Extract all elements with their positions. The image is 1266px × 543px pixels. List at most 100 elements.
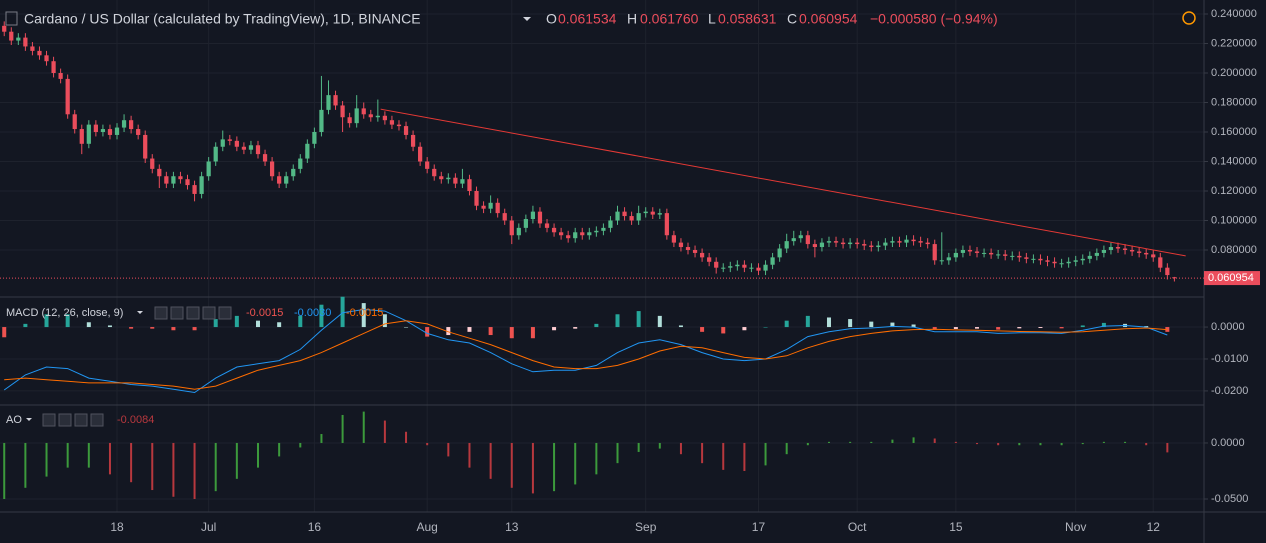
candle-body bbox=[770, 257, 775, 265]
candle-body bbox=[664, 213, 669, 236]
candle-body bbox=[467, 179, 472, 191]
x-tick-label: 13 bbox=[505, 520, 519, 534]
macd-histogram-bar bbox=[657, 315, 662, 328]
candle-body bbox=[946, 257, 951, 261]
candle-body bbox=[805, 235, 810, 245]
candle-body bbox=[932, 244, 937, 261]
macd-histogram-bar bbox=[911, 324, 916, 328]
macd-histogram-bar bbox=[932, 327, 937, 330]
symbol-dropdown[interactable] bbox=[523, 17, 531, 21]
candle-body bbox=[488, 202, 493, 209]
ao-bar bbox=[130, 442, 133, 483]
candle-body bbox=[418, 146, 423, 162]
macd-line bbox=[3, 308, 1168, 394]
indicator-button[interactable] bbox=[202, 306, 216, 320]
candle-body bbox=[2, 25, 7, 32]
candle-body bbox=[1045, 260, 1050, 262]
x-tick-label: Nov bbox=[1065, 520, 1086, 534]
candle-body bbox=[862, 244, 867, 246]
candle-body bbox=[876, 245, 881, 248]
indicator-button[interactable] bbox=[186, 306, 200, 320]
close-value: 0.060954 bbox=[799, 11, 858, 27]
candle-body bbox=[530, 211, 536, 220]
macd-histogram-bar bbox=[446, 327, 451, 336]
x-tick-label: Jul bbox=[201, 520, 216, 534]
ao-bar bbox=[172, 442, 175, 497]
candle-body bbox=[460, 179, 465, 184]
candle-body bbox=[9, 31, 14, 41]
macd-histogram-bar bbox=[848, 319, 853, 328]
candle-body bbox=[883, 242, 888, 246]
indicator-button[interactable] bbox=[90, 413, 104, 427]
ao-bar bbox=[447, 442, 450, 457]
macd-histogram-bar bbox=[361, 303, 366, 328]
candle-body bbox=[72, 114, 77, 130]
indicator-button[interactable] bbox=[42, 413, 56, 427]
candle-body bbox=[425, 161, 430, 169]
ao-bar bbox=[108, 442, 111, 475]
candle-body bbox=[516, 227, 521, 236]
macd-dropdown[interactable] bbox=[137, 311, 143, 314]
trendline bbox=[380, 108, 1186, 257]
macd-histogram-bar bbox=[552, 327, 557, 331]
macd-title[interactable]: MACD (12, 26, close, 9) bbox=[6, 307, 123, 319]
chart-title[interactable]: Cardano / US Dollar (calculated by Tradi… bbox=[24, 11, 421, 27]
ao-bar bbox=[827, 441, 830, 443]
candle-body bbox=[1003, 254, 1008, 256]
ao-bar bbox=[299, 442, 302, 448]
candle-body bbox=[23, 37, 28, 47]
ao-bar bbox=[24, 442, 27, 488]
candle-body bbox=[192, 185, 197, 194]
macd-histogram-bar bbox=[150, 327, 155, 329]
candle-body bbox=[1087, 255, 1092, 259]
candle-body bbox=[58, 73, 63, 79]
ao-dropdown[interactable] bbox=[26, 418, 32, 421]
indicator-button[interactable] bbox=[154, 306, 168, 320]
candle-body bbox=[1059, 263, 1064, 265]
candle-body bbox=[551, 227, 557, 233]
indicator-button[interactable] bbox=[74, 413, 88, 427]
candle-body bbox=[319, 109, 324, 132]
last-price-tag bbox=[1204, 271, 1260, 286]
candle-body bbox=[798, 235, 803, 239]
ao-bar bbox=[320, 434, 323, 443]
y-tick-label: 0.180000 bbox=[1211, 96, 1257, 108]
candle-body bbox=[410, 134, 416, 147]
candle-body bbox=[911, 239, 916, 242]
candle-body bbox=[333, 95, 338, 106]
ao-bar bbox=[891, 439, 894, 443]
candle-body bbox=[699, 252, 705, 258]
candle-body bbox=[171, 176, 176, 184]
ao-title[interactable]: AO bbox=[6, 414, 22, 426]
indicator-button[interactable] bbox=[170, 306, 184, 320]
indicator-button[interactable] bbox=[218, 306, 232, 320]
candle-body bbox=[248, 145, 254, 150]
ao-bar bbox=[722, 442, 725, 470]
ao-bar bbox=[616, 442, 619, 464]
ao-bar bbox=[489, 442, 492, 479]
y-tick-label: 0.100000 bbox=[1211, 214, 1257, 226]
candle-body bbox=[1010, 255, 1015, 257]
low-label: L bbox=[708, 11, 716, 27]
ao-bar bbox=[743, 442, 746, 471]
marks bbox=[0, 21, 1204, 500]
macd-histogram-bar bbox=[594, 323, 599, 328]
macd-histogram-bar bbox=[319, 304, 324, 328]
high-value: 0.061760 bbox=[640, 11, 699, 27]
candle-body bbox=[121, 120, 127, 128]
indicator-button[interactable] bbox=[58, 413, 72, 427]
change-value: −0.000580 (−0.94%) bbox=[870, 11, 998, 27]
candle-body bbox=[869, 245, 874, 248]
ao-bar bbox=[553, 442, 556, 492]
warning-icon[interactable] bbox=[1182, 11, 1196, 25]
candle-body bbox=[495, 202, 500, 214]
candle-body bbox=[389, 120, 395, 125]
x-tick-label: Sep bbox=[635, 520, 657, 534]
macd-histogram-bar bbox=[256, 320, 260, 328]
ao-bar bbox=[383, 420, 386, 443]
macd-histogram-bar bbox=[890, 322, 895, 328]
candle-body bbox=[749, 267, 754, 269]
ao-bar bbox=[3, 442, 6, 500]
candle-body bbox=[1038, 258, 1043, 261]
menu-icon[interactable] bbox=[5, 11, 18, 26]
